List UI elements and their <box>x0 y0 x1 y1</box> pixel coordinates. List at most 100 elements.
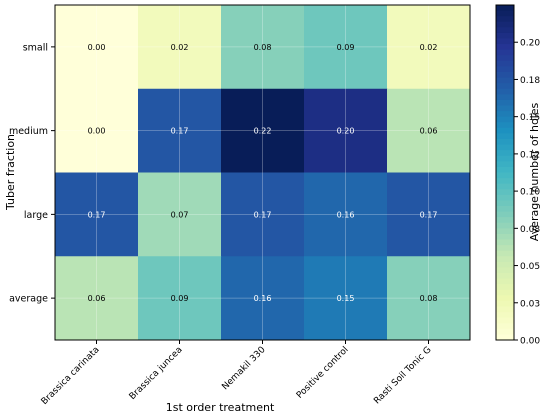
colorbar-segment <box>496 55 514 62</box>
colorbar-segment <box>496 256 514 263</box>
cell-value-label: 0.00 <box>88 43 106 52</box>
x-tick-label: Brassica juncea <box>128 345 185 402</box>
heatmap-cell <box>304 88 388 173</box>
heatmap-cell <box>138 256 222 341</box>
colorbar-segment <box>496 122 514 129</box>
colorbar-tick-label: 0.08 <box>520 225 540 235</box>
x-axis: Brassica carinata Brassica juncea Nemakil … <box>40 340 434 407</box>
heatmap-cell <box>221 256 305 341</box>
colorbar-segment <box>496 72 514 79</box>
x-axis-label: 1st order treatment <box>166 401 275 414</box>
cell-value-label: 0.16 <box>254 294 272 303</box>
colorbar-segment <box>496 83 514 90</box>
cell-value-label: 0.15 <box>337 294 355 303</box>
x-tick-label: Brassica carinata <box>40 345 102 407</box>
colorbar-tick-label: 0.05 <box>520 262 540 272</box>
heatmap-cell <box>138 172 222 257</box>
heatmap-cell <box>138 88 222 173</box>
heatmap-cells <box>55 5 471 341</box>
colorbar-segment <box>496 233 514 241</box>
colorbar-tick-label: 0.15 <box>520 113 540 123</box>
colorbar-segment <box>496 261 514 269</box>
cell-value-label: 0.02 <box>420 43 438 52</box>
heatmap-cell <box>55 256 139 341</box>
colorbar-segment <box>496 94 514 101</box>
y-tick-label: medium <box>9 126 48 137</box>
colorbar: 0.00 0.03 0.05 0.08 0.10 0.12 0.15 0.18 0.20 <box>495 4 540 347</box>
heatmap-cell <box>304 256 388 341</box>
cell-value-label: 0.06 <box>88 294 106 303</box>
colorbar-segment <box>496 217 514 224</box>
colorbar-tick-label: 0.20 <box>520 39 540 49</box>
colorbar-segment <box>496 245 514 252</box>
colorbar-segment <box>496 312 514 319</box>
x-tick-label: Positive control <box>295 345 351 401</box>
cell-value-label: 0.08 <box>420 294 438 303</box>
colorbar-segment <box>496 328 514 336</box>
colorbar-segment <box>496 166 514 174</box>
x-tick-label: Rasti Soil Tonic G <box>372 345 433 406</box>
colorbar-tick-label: 0.12 <box>520 150 540 160</box>
cell-value-label: 0.07 <box>171 210 189 219</box>
cell-value-label: 0.17 <box>420 210 438 219</box>
colorbar-segment <box>496 66 514 73</box>
colorbar-segment <box>496 144 514 151</box>
colorbar-segment <box>496 155 514 162</box>
colorbar-segment <box>496 139 514 146</box>
cell-value-label: 0.09 <box>337 43 355 52</box>
colorbar-segment <box>496 239 514 246</box>
colorbar-segment <box>496 206 514 213</box>
grid-lines <box>55 5 470 340</box>
heatmap-cell <box>221 88 305 173</box>
cell-value-label: 0.17 <box>171 127 189 136</box>
colorbar-frame <box>495 4 515 341</box>
heatmap-cell <box>387 256 471 341</box>
cell-value-label: 0.06 <box>420 127 438 136</box>
colorbar-segment <box>496 211 514 218</box>
y-axis: small medium large average <box>9 42 55 305</box>
colorbar-segment <box>496 27 514 34</box>
colorbar-segment <box>496 105 514 112</box>
colorbar-segment <box>496 111 514 118</box>
heatmap-cell <box>138 5 222 90</box>
x-tick-label: Nemakil 330 <box>220 345 267 392</box>
heatmap-cell <box>387 172 471 257</box>
colorbar-segment <box>496 116 514 123</box>
colorbar-label: Average number of holes <box>528 103 541 242</box>
colorbar-segment <box>496 150 514 157</box>
cell-value-label: 0.00 <box>88 127 106 136</box>
y-tick-label: average <box>9 294 48 305</box>
heatmap-cell <box>387 5 471 90</box>
colorbar-segment <box>496 60 514 68</box>
colorbar-segment <box>496 77 514 84</box>
heatmap-cell <box>55 172 139 257</box>
colorbar-segment <box>496 10 514 17</box>
colorbar-segment <box>496 323 514 330</box>
y-tick-label: small <box>23 42 48 53</box>
heatmap-cell <box>387 88 471 173</box>
colorbar-segment <box>496 127 514 135</box>
colorbar-segment <box>496 32 514 40</box>
heatmap-cell <box>221 5 305 90</box>
colorbar-segment <box>496 99 514 107</box>
colorbar-segment <box>496 317 514 324</box>
colorbar-segment <box>496 88 514 95</box>
colorbar-segment <box>496 16 514 23</box>
heatmap-cell <box>55 5 139 90</box>
colorbar-tick-label: 0.10 <box>520 188 540 198</box>
colorbar-segment <box>496 172 514 179</box>
cell-value-labels: 0.00 0.02 0.08 0.09 0.02 0.00 0.17 0.22 0.20 0.06… <box>88 43 438 303</box>
colorbar-segment <box>496 49 514 56</box>
colorbar-segment <box>496 38 514 45</box>
cell-value-label: 0.09 <box>171 294 189 303</box>
cell-value-label: 0.16 <box>337 210 355 219</box>
colorbar-segment <box>496 278 514 285</box>
colorbar-segment <box>496 228 514 235</box>
colorbar-segment <box>496 189 514 196</box>
cell-value-label: 0.22 <box>254 127 272 136</box>
heatmap-cell <box>55 88 139 173</box>
cell-value-label: 0.17 <box>254 210 272 219</box>
colorbar-tick-label: 0.03 <box>520 299 540 309</box>
heatmap-cell <box>221 172 305 257</box>
